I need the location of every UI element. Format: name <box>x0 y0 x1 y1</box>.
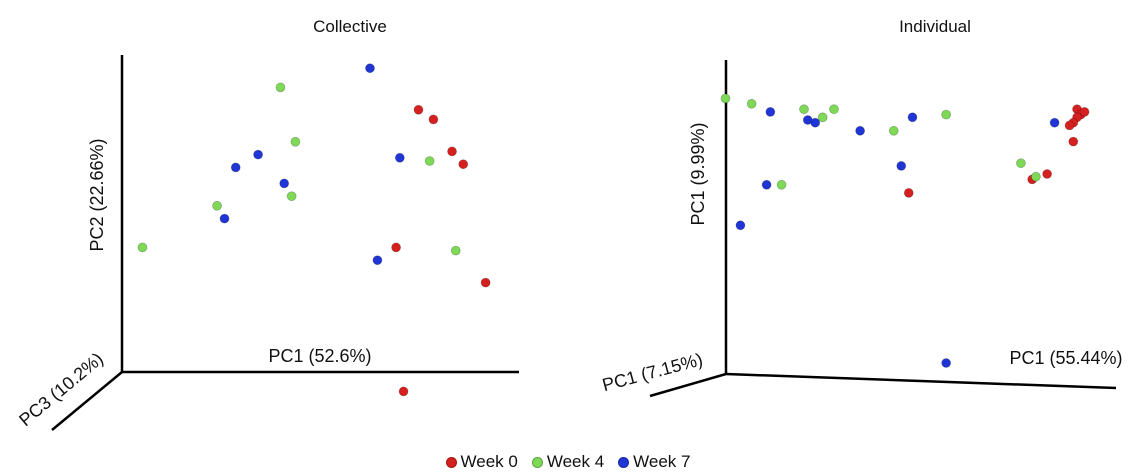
point-week-7 <box>372 255 383 266</box>
point-week-0 <box>413 104 424 115</box>
point-week-7 <box>761 179 772 190</box>
point-week-4 <box>829 104 839 115</box>
point-week-7 <box>941 358 952 368</box>
individual-z-axis <box>649 372 727 398</box>
point-week-0 <box>1042 169 1053 179</box>
point-week-0 <box>447 146 457 157</box>
point-week-4 <box>286 191 297 202</box>
point-week-4 <box>776 179 787 190</box>
point-week-4 <box>720 93 731 104</box>
individual-panel: Individual PC1 (55.44%) PC1 (9.99%) PC1 … <box>600 17 1123 398</box>
legend-item-week-7: Week 7 <box>618 452 690 472</box>
point-week-7 <box>735 220 746 231</box>
point-week-7 <box>253 149 263 160</box>
collective-y-label: PC2 (22.66%) <box>87 138 107 251</box>
point-week-7 <box>855 125 866 136</box>
point-week-7 <box>279 178 290 189</box>
collective-z-label: PC3 (10.2%) <box>15 349 107 431</box>
point-week-0 <box>1068 136 1079 147</box>
collective-points <box>137 63 491 397</box>
point-week-7 <box>230 162 241 173</box>
point-week-0 <box>391 242 402 253</box>
point-week-7 <box>810 117 821 128</box>
point-week-4 <box>1016 158 1026 169</box>
point-week-7 <box>1049 117 1060 128</box>
point-week-4 <box>275 82 286 93</box>
legend-label-week-0: Week 0 <box>460 452 518 471</box>
legend-label-week-7: Week 7 <box>633 452 691 471</box>
collective-x-label: PC1 (52.6%) <box>268 346 371 366</box>
point-week-4 <box>1031 171 1041 182</box>
point-week-7 <box>394 152 405 163</box>
point-week-0 <box>458 159 469 170</box>
point-week-7 <box>219 213 230 224</box>
point-week-4 <box>746 98 757 109</box>
point-week-0 <box>398 386 409 397</box>
individual-y-label: PC1 (9.99%) <box>688 122 708 225</box>
point-week-4 <box>941 109 952 120</box>
point-week-4 <box>888 125 899 136</box>
point-week-4 <box>799 104 809 115</box>
point-week-4 <box>290 136 301 147</box>
point-week-4 <box>817 112 828 123</box>
point-week-0 <box>480 277 491 288</box>
legend-item-week-4: Week 4 <box>531 452 605 472</box>
legend: Week 0 Week 4 Week 7 <box>0 451 1136 473</box>
individual-points <box>720 93 1090 368</box>
legend-swatch-week-4 <box>531 456 543 468</box>
individual-x-axis <box>725 372 1117 390</box>
point-week-0 <box>1064 120 1075 131</box>
point-week-7 <box>365 63 375 74</box>
collective-z-axis <box>51 371 123 431</box>
point-week-4 <box>424 156 435 166</box>
individual-z-label: PC1 (7.15%) <box>600 349 705 395</box>
legend-swatch-week-0 <box>445 456 457 468</box>
legend-item-week-0: Week 0 <box>445 452 518 472</box>
point-week-4 <box>450 245 461 256</box>
point-week-4 <box>137 242 148 253</box>
point-week-7 <box>765 107 776 117</box>
point-week-0 <box>903 187 914 198</box>
individual-title: Individual <box>899 17 971 36</box>
point-week-4 <box>212 200 222 211</box>
individual-x-label: PC1 (55.44%) <box>1009 348 1122 368</box>
collective-title: Collective <box>313 17 387 36</box>
collective-panel: Collective PC1 (52.6%) PC2 (22.66%) PC3 … <box>15 17 519 431</box>
point-week-0 <box>1079 107 1090 117</box>
legend-swatch-week-7 <box>618 456 630 468</box>
point-week-7 <box>907 112 918 123</box>
legend-label-week-4: Week 4 <box>546 452 605 471</box>
point-week-7 <box>896 160 907 171</box>
point-week-0 <box>428 114 439 125</box>
